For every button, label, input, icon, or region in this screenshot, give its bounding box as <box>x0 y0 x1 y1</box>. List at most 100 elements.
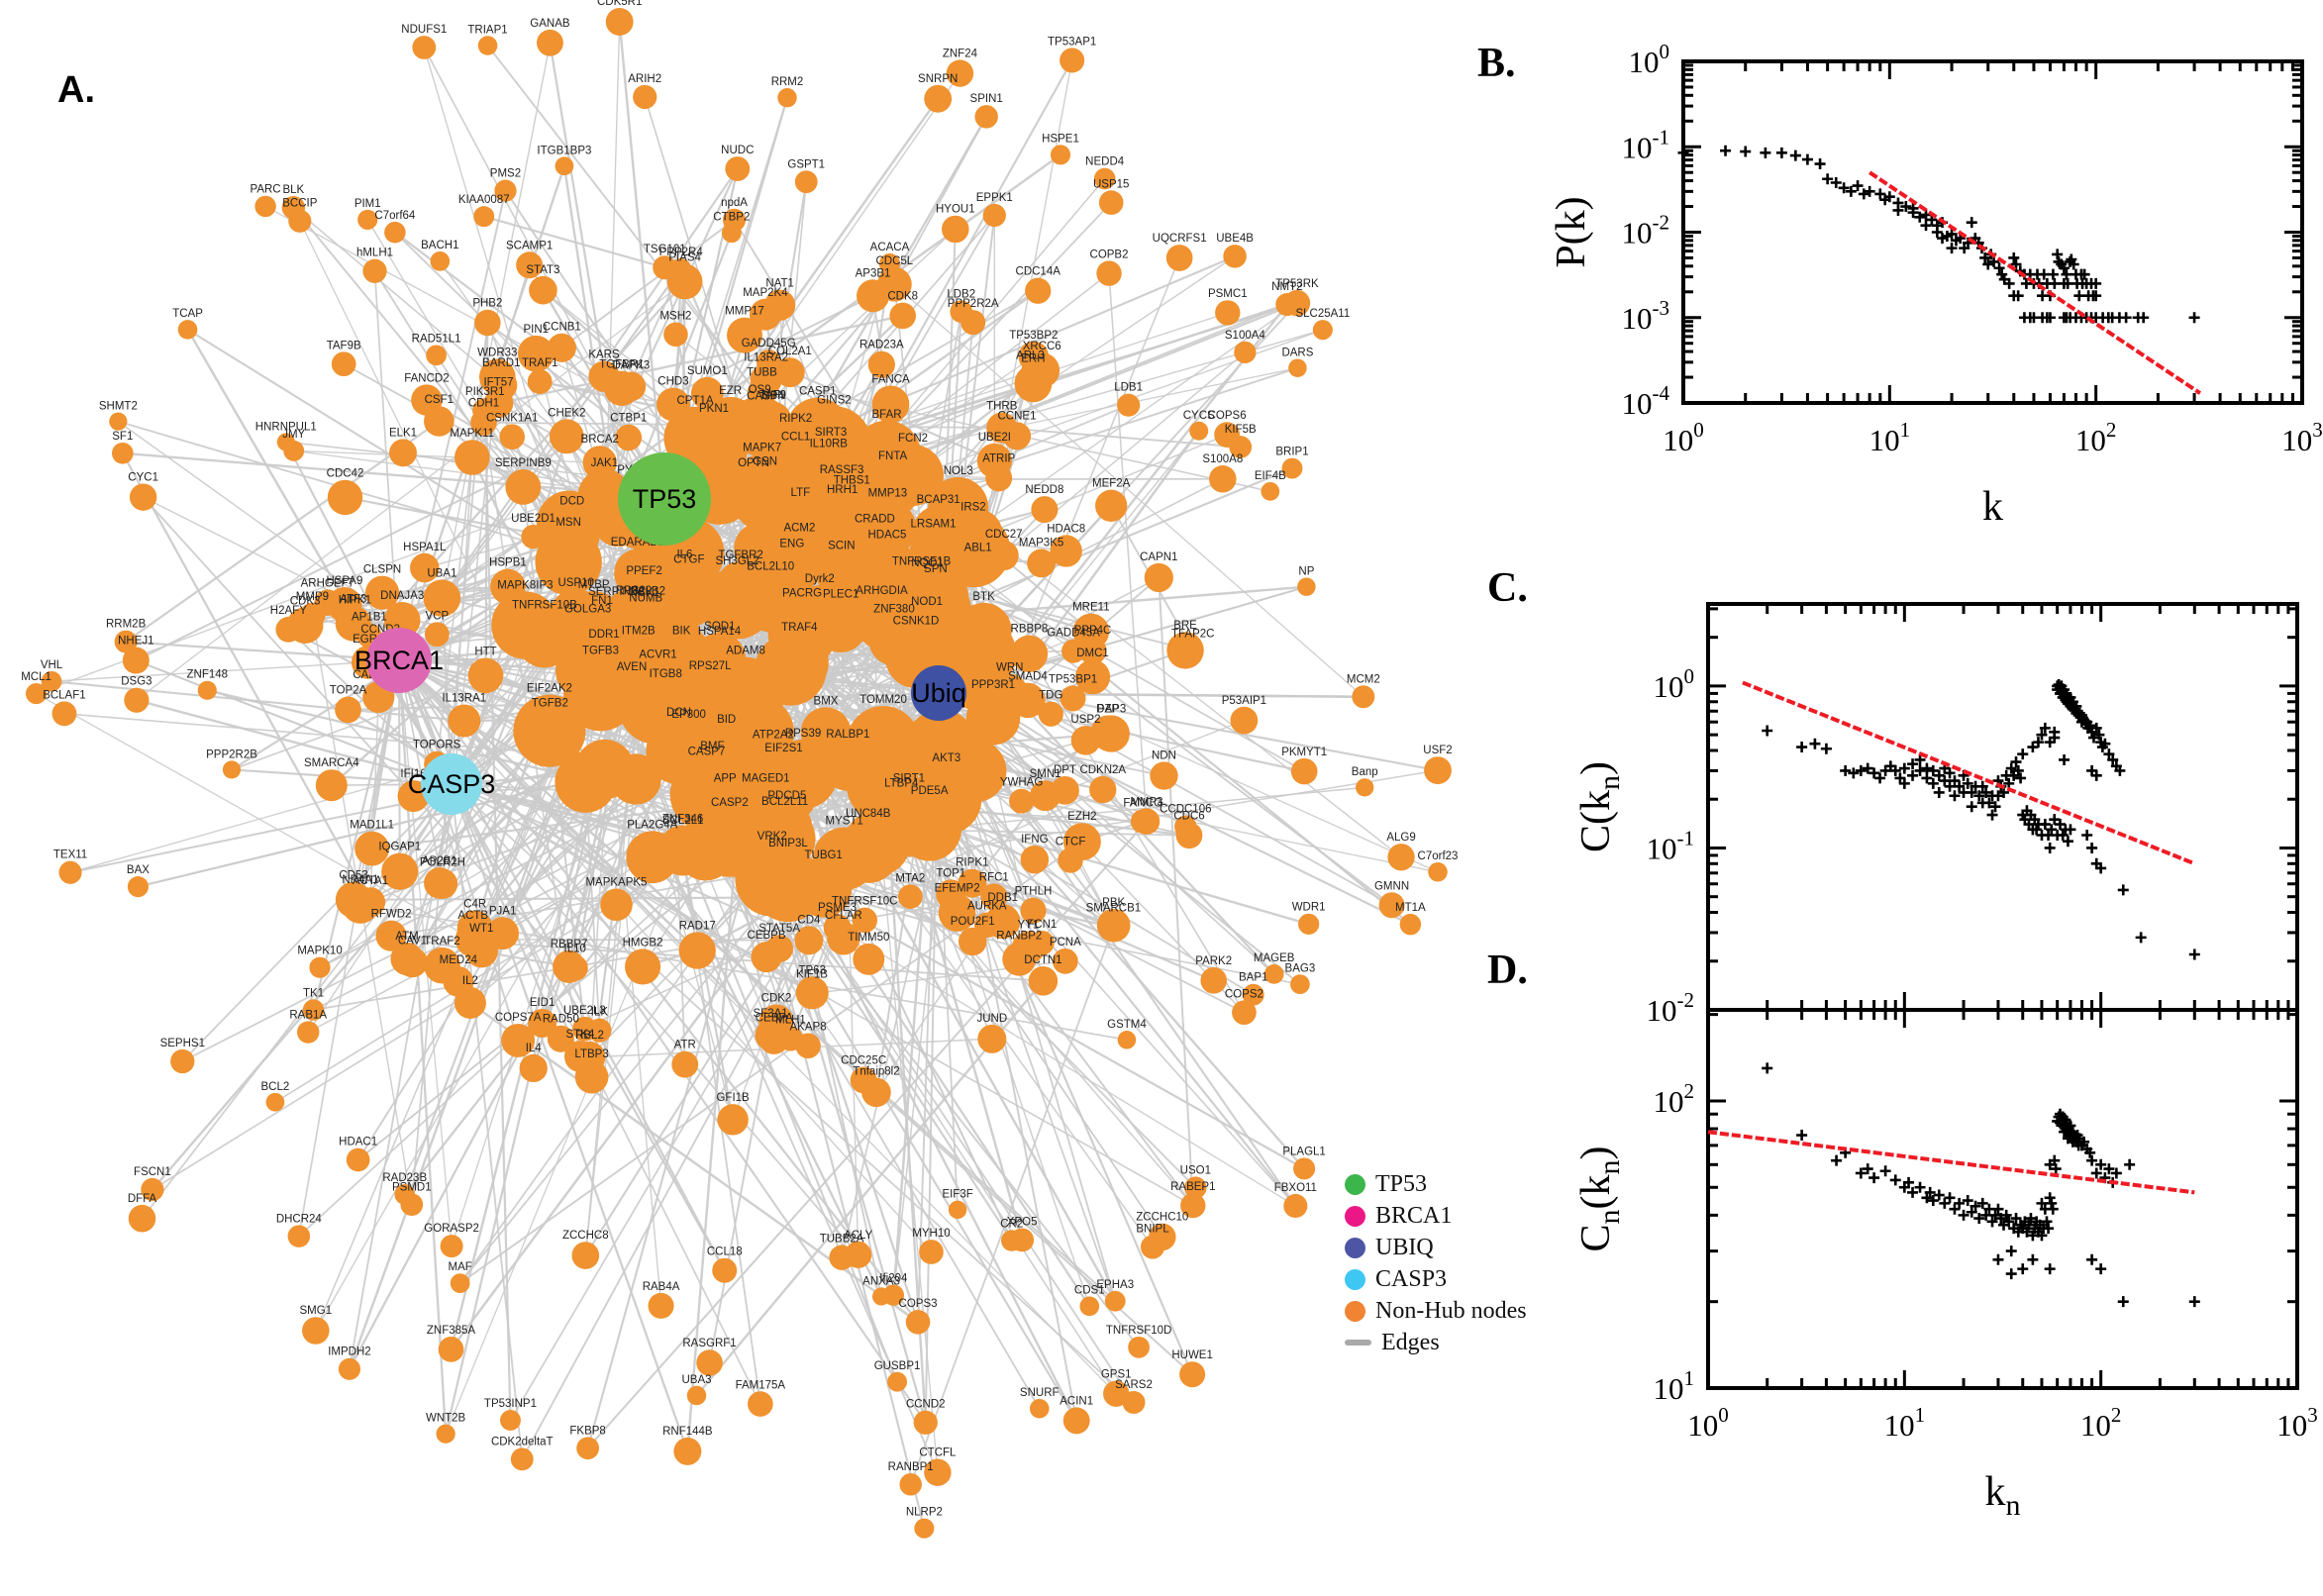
network-node-label: EIF2AK2 <box>527 683 572 695</box>
network-node <box>477 36 498 55</box>
network-node-label: RRM2B <box>106 619 147 631</box>
data-point-plus <box>1898 762 1910 774</box>
network-node-label: BFAR <box>872 409 902 421</box>
network-node-label: OS9 <box>749 384 771 396</box>
network-node-label: NDUFS1 <box>401 24 447 36</box>
network-node <box>1293 1157 1316 1180</box>
network-node-label: XRCC6 <box>1023 341 1061 352</box>
network-node-label: GMNN <box>1374 880 1409 892</box>
network-node-label: COPB2 <box>1090 249 1129 260</box>
data-point-plus <box>2062 836 2073 848</box>
network-node-label: NR4A1 <box>342 874 378 886</box>
data-point-plus <box>2052 249 2064 260</box>
network-node-label: MMP17 <box>725 306 764 318</box>
network-node-label: P53AIP1 <box>1222 695 1266 707</box>
network-node <box>768 739 839 809</box>
network-node-label: UBA3 <box>681 1374 711 1386</box>
data-point-plus <box>2005 1268 2017 1280</box>
network-node-label: ZNF380 <box>873 603 915 615</box>
network-node-label: MLH1 <box>775 1015 806 1027</box>
data-point-plus <box>2049 1154 2061 1166</box>
network-node-label: C7orf64 <box>374 210 416 222</box>
network-node-label: CDC25C <box>841 1054 886 1066</box>
network-node-label: MYH10 <box>912 1228 950 1240</box>
network-node-label: POU2F1 <box>951 916 995 928</box>
network-edge <box>451 783 524 1459</box>
network-edge <box>121 452 371 903</box>
data-point-plus <box>1820 743 1832 754</box>
network-node-label: BID <box>717 714 736 726</box>
network-node <box>1387 844 1415 871</box>
network-node-label: SEPHS1 <box>160 1038 205 1049</box>
network-node <box>1060 685 1086 712</box>
network-node <box>686 1385 707 1406</box>
network-node <box>128 1204 156 1233</box>
network-edge <box>1108 273 1148 822</box>
network-node-label: BRE <box>1173 620 1197 632</box>
network-node-label: CFLAR <box>825 910 862 922</box>
network-node-label: TP63 <box>798 964 826 976</box>
network-node-label: MYST1 <box>825 816 862 828</box>
network-node <box>1184 1176 1207 1199</box>
network-node-label: CHEK2 <box>548 407 585 419</box>
network-node <box>1010 682 1046 719</box>
data-point-plus <box>2062 277 2073 289</box>
network-node <box>571 1242 600 1269</box>
network-node-label: DCD <box>559 496 584 508</box>
nonhub-legend-dot-icon <box>1345 1300 1365 1322</box>
network-node-label: MAD1L1 <box>350 820 394 832</box>
network-node-label: EIF4B <box>1255 470 1286 482</box>
data-point-plus <box>1976 1197 1988 1209</box>
data-points <box>1762 1062 2200 1308</box>
legend-item-brca1: BRCA1 <box>1345 1200 1527 1232</box>
panel-a-label: A. <box>57 69 95 111</box>
network-node <box>722 208 747 232</box>
network-node <box>41 670 62 692</box>
network-hub-label: TP53 <box>633 484 697 514</box>
network-node-label: TP53RK <box>1275 278 1319 290</box>
network-node-label: FCN1 <box>1027 919 1057 931</box>
network-node-label: PDE5A <box>911 785 949 797</box>
network-node-label: RAD23B <box>382 1172 427 1184</box>
y-axis-title: Cn(kn) <box>1573 1146 1626 1251</box>
network-node-label: TGFB3 <box>582 646 619 657</box>
network-node-label: TP53AP1 <box>1048 36 1096 48</box>
network-node-label: NBN <box>761 390 785 402</box>
network-node <box>1352 685 1375 709</box>
network-node <box>852 907 878 934</box>
network-node <box>177 320 198 340</box>
data-point-plus <box>2095 862 2107 874</box>
network-node <box>501 1023 536 1057</box>
network-node-label: STAT3 <box>526 264 559 276</box>
network-node-label: BIK <box>672 625 691 637</box>
network-node-label: RAD50 <box>543 1014 579 1026</box>
network-node-label: TOP2A <box>330 685 367 697</box>
network-node <box>1078 637 1107 665</box>
network-node <box>671 1050 699 1078</box>
network-node <box>1290 974 1310 994</box>
network-node-label: TP53INP1 <box>484 1398 537 1410</box>
network-node-label: PIAS4 <box>668 252 701 264</box>
network-node <box>1104 1290 1126 1312</box>
network-node-label: ARL3 <box>1016 350 1045 362</box>
network-node <box>899 1473 922 1496</box>
network-node <box>222 760 242 779</box>
network-node <box>302 1317 330 1345</box>
network-node-label: CHD3 <box>657 376 688 388</box>
network-node <box>1029 1398 1050 1419</box>
network-node <box>846 748 920 822</box>
network-edge <box>1028 652 1246 1014</box>
data-point-plus <box>1898 777 1910 789</box>
data-point-plus <box>2005 1246 2017 1257</box>
network-node-label: SOD1 <box>704 621 735 633</box>
network-node <box>871 1287 891 1306</box>
data-point-plus <box>2044 1263 2056 1275</box>
network-node <box>696 1349 723 1376</box>
data-point-plus <box>1949 775 1961 787</box>
network-node-label: RASGRF1 <box>682 1338 736 1349</box>
network-node <box>1010 635 1049 673</box>
network-node <box>615 424 643 451</box>
network-node-label: HMGB2 <box>623 937 663 948</box>
network-hub-label: Ubiq <box>911 678 966 708</box>
data-point-plus <box>2039 819 2051 831</box>
